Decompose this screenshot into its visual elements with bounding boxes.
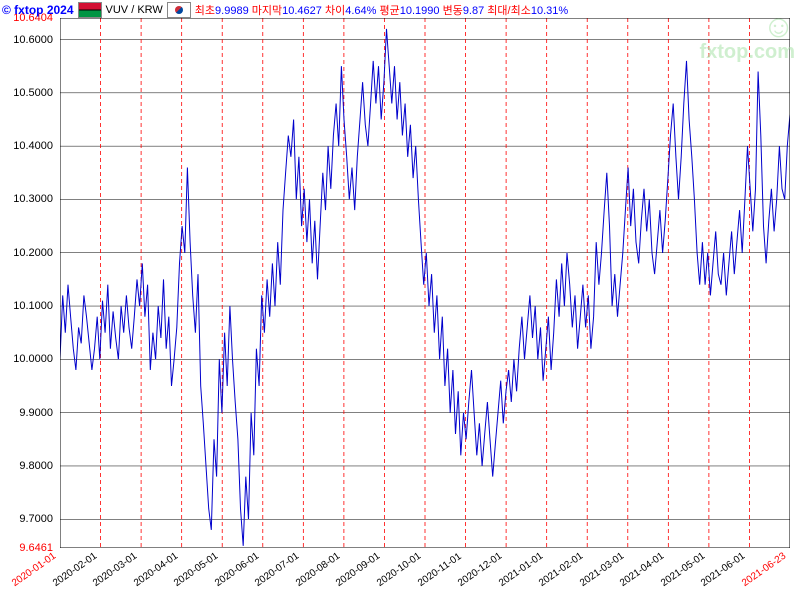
- stat-label: 차이: [325, 5, 345, 17]
- currency-pair-label: VUV / KRW: [106, 4, 163, 16]
- x-axis-labels: 2020-01-012020-02-012020-03-012020-04-01…: [60, 550, 790, 600]
- y-axis-labels: 10.64049.70009.80009.900010.000010.10001…: [0, 18, 55, 548]
- stat-value: 10.1990: [400, 5, 440, 17]
- stat-value: 9.9989: [215, 5, 249, 17]
- stat-value: 9.87: [463, 5, 484, 17]
- stat-value: 10.31%: [531, 5, 568, 17]
- smiley-icon: ☺: [699, 10, 795, 42]
- chart-svg: [60, 18, 790, 548]
- stat-label: 최대/최소: [487, 5, 531, 17]
- stat-label: 평균: [379, 5, 399, 17]
- stat-label: 마지막: [252, 5, 282, 17]
- stat-value: 10.4627: [282, 5, 322, 17]
- watermark: ☺ fxtop.com: [699, 10, 795, 62]
- flag-krw: [167, 2, 191, 18]
- stats-row: 최초9.9989 마지막10.4627 차이4.64% 평균10.1990 변동…: [195, 2, 568, 18]
- chart-plot-area: [60, 18, 790, 548]
- copyright-text: © fxtop 2024: [2, 3, 74, 17]
- flag-vuv: [78, 2, 102, 18]
- stat-label: 변동: [443, 5, 463, 17]
- chart-header: © fxtop 2024 VUV / KRW 최초9.9989 마지막10.46…: [2, 2, 568, 18]
- watermark-text: fxtop.com: [699, 42, 795, 62]
- stat-label: 최초: [195, 5, 215, 17]
- stat-value: 4.64%: [345, 5, 376, 17]
